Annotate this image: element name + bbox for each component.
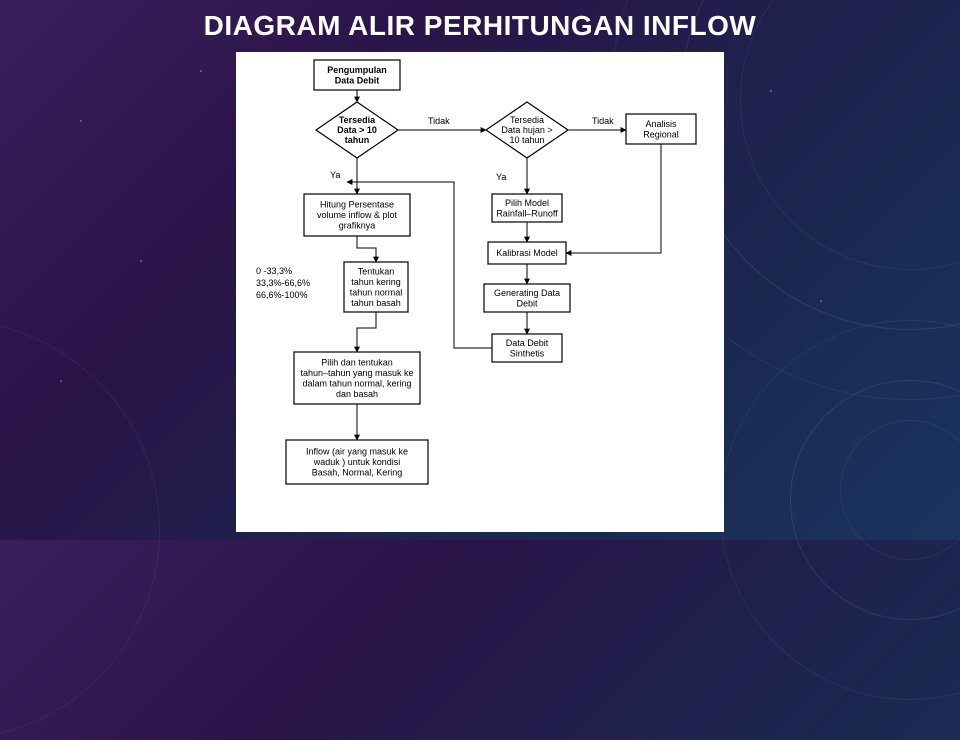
- edge-label-tidak1: Tidak: [428, 116, 450, 126]
- svg-text:Data DebitSinthetis: Data DebitSinthetis: [506, 338, 549, 359]
- svg-text:Inflow (air yang masuk kewaduk: Inflow (air yang masuk kewaduk ) untuk k…: [306, 447, 408, 478]
- edge-label-tidak2: Tidak: [592, 116, 614, 126]
- edge-11: [566, 144, 661, 253]
- edge-8: [357, 236, 376, 262]
- svg-text:Kalibrasi Model: Kalibrasi Model: [496, 248, 558, 258]
- page-title: DIAGRAM ALIR PERHITUNGAN INFLOW: [0, 0, 960, 42]
- side-percentages: 0 -33,3%33,3%-66,6%66,6%-100%: [256, 266, 310, 300]
- edge-9: [357, 312, 376, 352]
- svg-text:AnalisisRegional: AnalisisRegional: [643, 119, 679, 139]
- edge-label-ya2: Ya: [496, 172, 506, 182]
- svg-text:Pilih ModelRainfall–Runoff: Pilih ModelRainfall–Runoff: [496, 198, 558, 219]
- flowchart-container: PengumpulanData DebitTersediaData > 10ta…: [236, 52, 724, 532]
- svg-text:PengumpulanData Debit: PengumpulanData Debit: [327, 65, 387, 86]
- flowchart-svg: PengumpulanData DebitTersediaData > 10ta…: [236, 52, 724, 532]
- edge-label-ya1: Ya: [330, 170, 340, 180]
